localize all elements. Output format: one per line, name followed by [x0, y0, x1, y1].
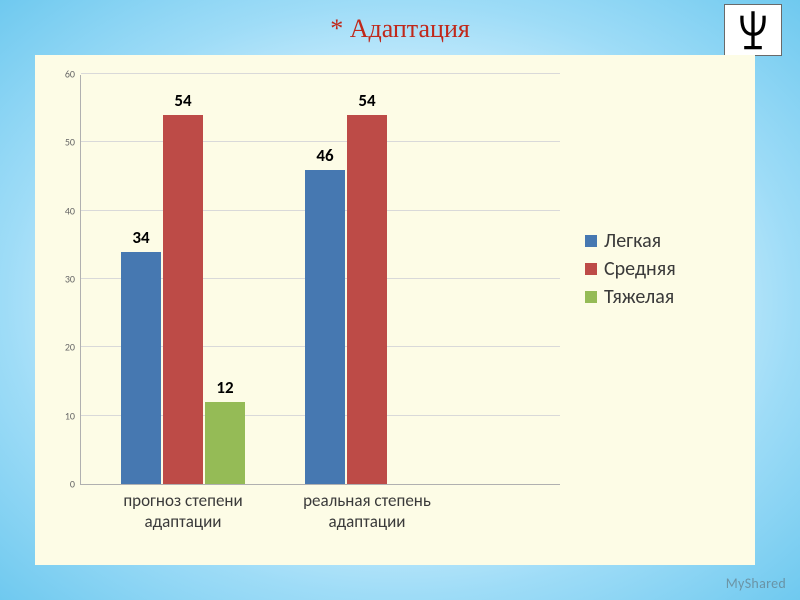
plot-area: 0102030405060345412прогноз степени адапт… — [80, 75, 560, 485]
psi-icon — [724, 4, 782, 56]
x-category-label: реальная степень адаптации — [292, 490, 442, 533]
bar-value-label: 54 — [358, 90, 375, 111]
gridline — [81, 73, 560, 74]
bar-value-label: 54 — [174, 90, 191, 111]
y-tick-label: 0 — [70, 478, 75, 491]
x-category-label: прогноз степени адаптации — [108, 490, 258, 533]
legend-swatch — [585, 235, 597, 247]
y-tick-label: 10 — [65, 409, 75, 422]
legend-label: Тяжелая — [604, 285, 674, 309]
y-tick-label: 20 — [65, 341, 75, 354]
legend-item: Средняя — [585, 257, 676, 281]
bar-value-label: 34 — [132, 227, 149, 248]
y-tick-label: 40 — [65, 204, 75, 217]
page-title: * Адаптация — [0, 14, 800, 44]
title-text: Адаптация — [350, 14, 470, 43]
watermark: MyShared — [726, 575, 786, 592]
title-asterisk: * — [330, 14, 343, 43]
y-tick-label: 50 — [65, 136, 75, 149]
bar: 54 — [347, 115, 387, 484]
bar: 46 — [305, 170, 345, 484]
legend-swatch — [585, 263, 597, 275]
gridline — [81, 141, 560, 142]
legend-item: Тяжелая — [585, 285, 676, 309]
bar: 34 — [121, 252, 161, 484]
legend: Легкая Средняя Тяжелая — [585, 225, 676, 313]
bar: 54 — [163, 115, 203, 484]
bar-value-label: 12 — [216, 377, 233, 398]
legend-swatch — [585, 291, 597, 303]
y-tick-label: 30 — [65, 273, 75, 286]
bar-value-label: 46 — [316, 145, 333, 166]
legend-label: Средняя — [604, 257, 676, 281]
legend-item: Легкая — [585, 229, 676, 253]
y-tick-label: 60 — [65, 68, 75, 81]
chart: 0102030405060345412прогноз степени адапт… — [35, 55, 755, 565]
bar: 12 — [205, 402, 245, 484]
legend-label: Легкая — [604, 229, 661, 253]
